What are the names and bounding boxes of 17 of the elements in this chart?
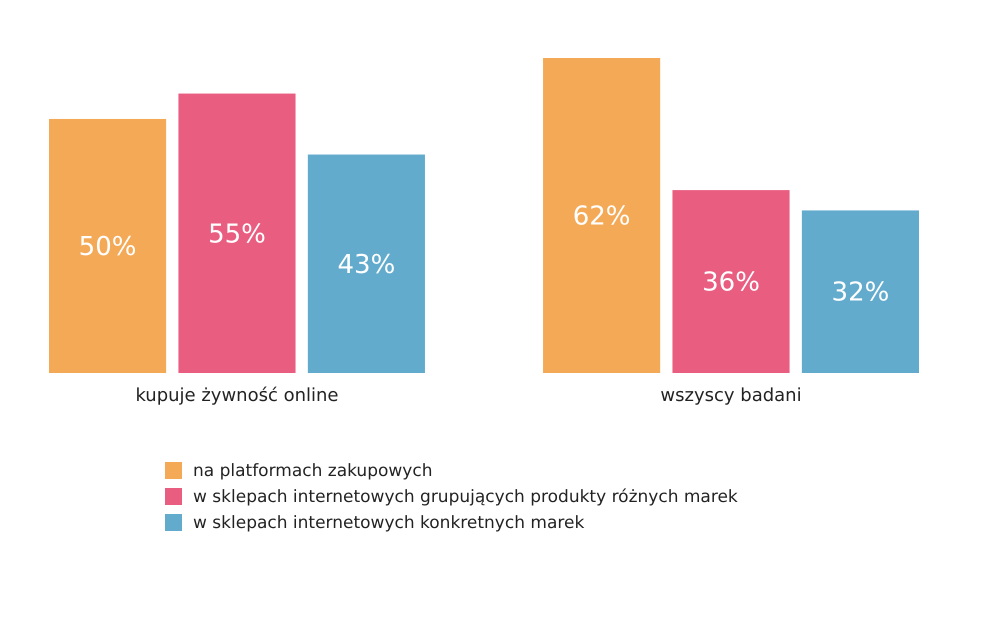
bar xyxy=(49,118,166,373)
data-label: 32% xyxy=(832,278,890,308)
legend-label: w sklepach internetowych grupujących produkty różnych marek xyxy=(193,487,738,507)
bar xyxy=(178,94,296,373)
data-label: 43% xyxy=(338,250,396,280)
bar xyxy=(672,190,790,373)
legend-label: w sklepach internetowych konkretnych marek xyxy=(193,513,584,533)
bar xyxy=(802,210,919,373)
data-label: 62% xyxy=(572,202,630,232)
data-label: 36% xyxy=(702,268,760,298)
legend-label: na platformach zakupowych xyxy=(193,461,432,481)
x-tick-label: wszyscy badani xyxy=(660,385,802,406)
bar xyxy=(543,58,660,373)
data-label: 50% xyxy=(78,232,136,262)
data-label: 55% xyxy=(208,219,266,250)
bar xyxy=(308,154,425,373)
x-tick-label: kupuje żywność online xyxy=(135,385,339,406)
